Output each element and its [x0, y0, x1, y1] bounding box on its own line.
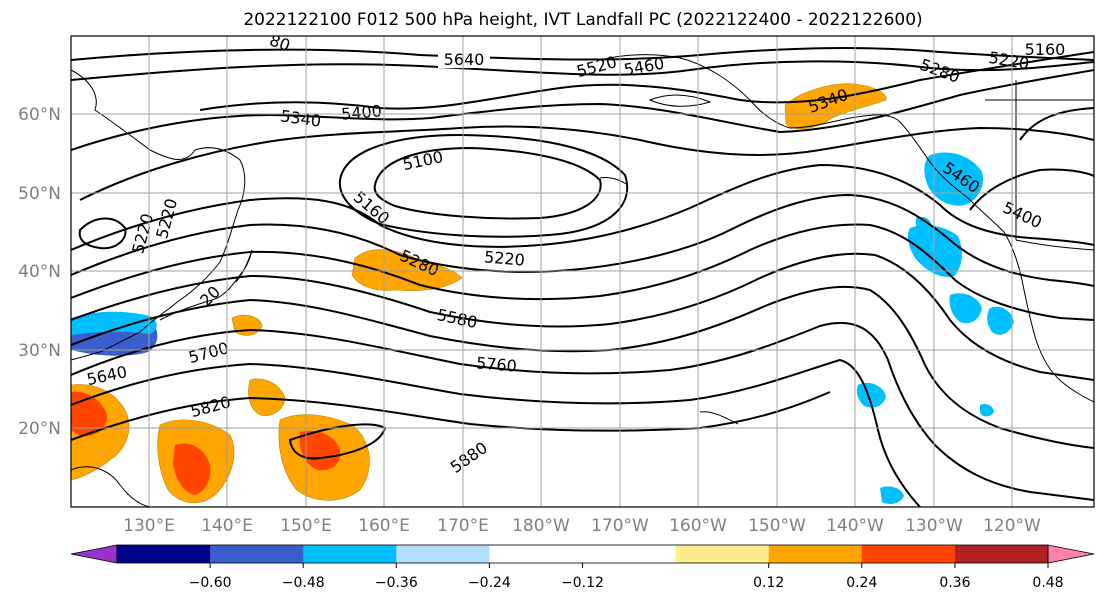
- latitude-labels: 60°N 50°N 40°N 30°N 20°N: [18, 105, 61, 439]
- contour-label: 5340: [279, 106, 322, 130]
- lon-label: 130°W: [905, 516, 963, 536]
- colorbar-tick-label: 0.12: [753, 575, 784, 591]
- colorbar-cell: [210, 545, 304, 563]
- lon-label: 170°W: [591, 516, 649, 536]
- colorbar-left-extension: [70, 544, 118, 564]
- lat-label: 60°N: [18, 105, 61, 125]
- colorbar-cell: [303, 545, 397, 563]
- colorbar-tick-label: −0.48: [282, 575, 325, 591]
- contour-label: 5820: [188, 392, 232, 421]
- lon-label: 140°E: [201, 516, 253, 536]
- colorbar: −0.60 −0.48 −0.36 −0.24 −0.12 0.12 0.24 0.36 0.4…: [70, 544, 1095, 591]
- colorbar-tick-label: 0.48: [1032, 575, 1063, 591]
- contour-label: 5580: [435, 305, 479, 332]
- lon-label: 130°E: [123, 516, 175, 536]
- lon-label: 170°E: [437, 516, 489, 536]
- colorbar-cell: [768, 545, 863, 563]
- colorbar-cell: [117, 545, 211, 563]
- contour-label: 5520: [574, 52, 618, 81]
- contour-label: 80: [267, 30, 293, 55]
- coastlines: [71, 54, 1094, 507]
- contour-label: 5220: [152, 196, 181, 240]
- colorbar-tick-label: −0.36: [375, 575, 418, 591]
- colorbar-cells: [117, 545, 1049, 563]
- contour-label: 5700: [186, 338, 230, 367]
- lon-label: 150°E: [280, 516, 332, 536]
- contour-label: 5220: [483, 247, 525, 269]
- longitude-labels: 130°E 140°E 150°E 160°E 170°E 180°W 170°…: [123, 516, 1041, 536]
- colorbar-tick-label: −0.60: [189, 575, 232, 591]
- lat-label: 30°N: [18, 341, 61, 361]
- contour-label: 5640: [444, 50, 485, 69]
- contour-label: 5280: [918, 55, 963, 87]
- colorbar-cell: [582, 545, 677, 563]
- contour-label: 5160: [1025, 40, 1066, 59]
- lon-label: 140°W: [826, 516, 884, 536]
- map-panel: 5640 5520 5460 5160 5220 5280 5340 5400 …: [71, 30, 1094, 507]
- map-frame: [70, 35, 1095, 508]
- contour-label: 5400: [340, 101, 382, 123]
- figure-title: 2022122100 F012 500 hPa height, IVT Land…: [243, 10, 922, 30]
- colorbar-ticks: −0.60 −0.48 −0.36 −0.24 −0.12 0.12 0.24 0.36 0.4…: [189, 563, 1064, 591]
- lon-label: 160°W: [669, 516, 727, 536]
- lat-label: 50°N: [18, 184, 61, 204]
- contour-label: 5400: [1000, 198, 1045, 232]
- contour-label: 5460: [622, 54, 665, 80]
- contour-label: 5880: [447, 438, 491, 477]
- lon-label: 180°W: [512, 516, 570, 536]
- colorbar-right-extension: [1047, 544, 1095, 564]
- contour-label: 20: [196, 282, 224, 310]
- contour-label: 5760: [475, 353, 517, 375]
- colorbar-cell: [861, 545, 956, 563]
- colorbar-cell: [396, 545, 490, 563]
- colorbar-cell: [675, 545, 770, 563]
- contour-label: 5160: [350, 187, 393, 228]
- colorbar-tick-label: −0.24: [468, 575, 511, 591]
- colorbar-cell: [489, 545, 583, 563]
- height-contours: [71, 47, 1094, 507]
- lon-label: 160°E: [358, 516, 410, 536]
- colorbar-tick-label: 0.36: [939, 575, 970, 591]
- colorbar-tick-label: 0.24: [846, 575, 877, 591]
- ivt-shading: [71, 83, 1014, 504]
- lat-label: 20°N: [18, 419, 61, 439]
- colorbar-cell: [954, 545, 1049, 563]
- graticule: [71, 36, 1094, 507]
- lat-label: 40°N: [18, 262, 61, 282]
- contour-label: 5100: [401, 147, 445, 174]
- lon-label: 150°W: [748, 516, 806, 536]
- lon-label: 120°W: [983, 516, 1041, 536]
- colorbar-tick-label: −0.12: [561, 575, 604, 591]
